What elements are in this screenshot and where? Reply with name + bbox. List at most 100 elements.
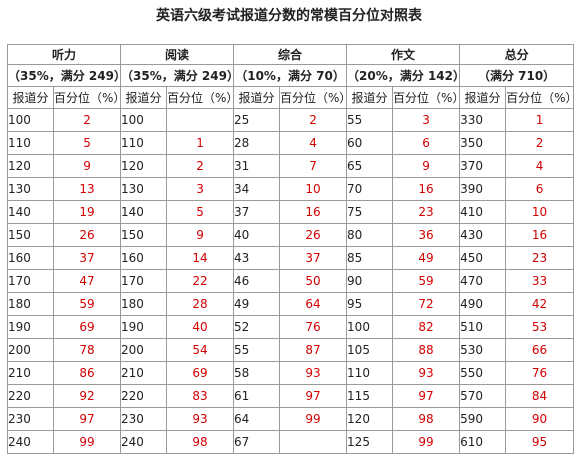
percentile-cell: 9 [392, 154, 461, 178]
score-cell: 100 [7, 108, 54, 132]
score-cell: 75 [346, 200, 394, 224]
score-cell: 37 [233, 200, 281, 224]
percentile-cell: 26 [52, 223, 122, 247]
percentile-cell: 93 [392, 361, 461, 385]
score-cell: 190 [120, 315, 168, 339]
percentile-cell: 16 [279, 200, 348, 224]
percentile-cell: 97 [52, 407, 122, 431]
score-cell: 180 [120, 292, 168, 316]
percentile-cell: 1 [166, 131, 235, 155]
col-header-score: 报道分 [7, 86, 54, 109]
percentile-cell: 47 [52, 269, 122, 293]
percentile-cell: 26 [279, 223, 348, 247]
percentile-cell: 2 [166, 154, 235, 178]
score-cell: 160 [7, 246, 54, 270]
percentile-cell: 69 [52, 315, 122, 339]
percentile-cell: 37 [52, 246, 122, 270]
percentile-cell: 33 [505, 269, 575, 293]
percentile-cell: 23 [505, 246, 575, 270]
percentile-cell: 16 [392, 177, 461, 201]
score-cell: 100 [346, 315, 394, 339]
percentile-cell: 98 [166, 430, 235, 454]
col-header-score: 报道分 [346, 86, 394, 109]
table-row: 240 99 240 98 67 125 99 610 95 [7, 430, 575, 454]
percentile-cell: 83 [166, 384, 235, 408]
table-row: 230 97 230 93 64 99 120 98 590 90 [7, 407, 575, 431]
score-cell: 46 [233, 269, 281, 293]
percentile-cell: 4 [505, 154, 575, 178]
table-row: 140 19 140 5 37 16 75 23 410 10 [7, 200, 575, 224]
percentile-cell: 92 [52, 384, 122, 408]
col-header-percentile: 百分位（%） [166, 86, 235, 109]
score-cell: 570 [459, 384, 507, 408]
score-cell: 210 [7, 361, 54, 385]
col-header-score: 报道分 [233, 86, 281, 109]
percentile-cell: 99 [279, 407, 348, 431]
score-cell: 130 [120, 177, 168, 201]
score-cell: 200 [120, 338, 168, 362]
table-row: 220 92 220 83 61 97 115 97 570 84 [7, 384, 575, 408]
table-row: 200 78 200 54 55 87 105 88 530 66 [7, 338, 575, 362]
score-cell: 58 [233, 361, 281, 385]
score-cell: 120 [120, 154, 168, 178]
percentile-cell: 28 [166, 292, 235, 316]
percentile-cell: 88 [392, 338, 461, 362]
table-row: 130 13 130 3 34 10 70 16 390 6 [7, 177, 575, 201]
score-cell: 140 [120, 200, 168, 224]
score-cell: 100 [120, 108, 168, 132]
percentile-cell: 6 [505, 177, 575, 201]
score-cell: 150 [7, 223, 54, 247]
percentile-cell: 36 [392, 223, 461, 247]
percentile-cell: 78 [52, 338, 122, 362]
percentile-cell: 76 [279, 315, 348, 339]
table-body: 100 2 100 25 2 55 3 330 1 110 5 110 1 28 4 60 6 350 2 120 9 1… [7, 108, 575, 454]
score-cell: 52 [233, 315, 281, 339]
percentile-cell: 16 [505, 223, 575, 247]
percentile-cell: 2 [279, 108, 348, 132]
percentile-cell: 5 [52, 131, 122, 155]
percentile-cell: 86 [52, 361, 122, 385]
percentile-cell: 98 [392, 407, 461, 431]
table-row: 180 59 180 28 49 64 95 72 490 42 [7, 292, 575, 316]
score-cell: 115 [346, 384, 394, 408]
score-cell: 450 [459, 246, 507, 270]
score-cell: 150 [120, 223, 168, 247]
percentile-cell: 49 [392, 246, 461, 270]
percentile-cell [166, 108, 235, 132]
percentile-cell: 40 [166, 315, 235, 339]
score-cell: 430 [459, 223, 507, 247]
section-detail-total: （满分 710） [459, 64, 575, 87]
percentile-cell: 22 [166, 269, 235, 293]
score-cell: 125 [346, 430, 394, 454]
score-cell: 550 [459, 361, 507, 385]
score-cell: 25 [233, 108, 281, 132]
percentile-cell: 23 [392, 200, 461, 224]
percentile-cell: 59 [52, 292, 122, 316]
percentile-cell: 2 [505, 131, 575, 155]
score-cell: 65 [346, 154, 394, 178]
score-cell: 190 [7, 315, 54, 339]
score-cell: 370 [459, 154, 507, 178]
percentile-cell: 2 [52, 108, 122, 132]
percentile-cell: 64 [279, 292, 348, 316]
percentile-cell: 93 [279, 361, 348, 385]
percentile-cell: 1 [505, 108, 575, 132]
score-cell: 28 [233, 131, 281, 155]
percentile-cell: 10 [505, 200, 575, 224]
percentile-cell: 90 [505, 407, 575, 431]
section-detail-listening: （35%，满分 249） [6, 64, 122, 87]
score-cell: 49 [233, 292, 281, 316]
score-cell: 530 [459, 338, 507, 362]
score-cell: 120 [346, 407, 394, 431]
section-detail-reading: （35%，满分 249） [120, 64, 235, 87]
table-row: 190 69 190 40 52 76 100 82 510 53 [7, 315, 575, 339]
score-cell: 170 [120, 269, 168, 293]
score-cell: 230 [7, 407, 54, 431]
score-cell: 85 [346, 246, 394, 270]
score-cell: 140 [7, 200, 54, 224]
table-row: 120 9 120 2 31 7 65 9 370 4 [7, 154, 575, 178]
percentile-table: 听力 阅读 综合 作文 总分 （35%，满分 249） （35%，满分 249）… [6, 44, 575, 454]
percentile-cell: 97 [392, 384, 461, 408]
score-cell: 55 [233, 338, 281, 362]
score-cell: 55 [346, 108, 394, 132]
